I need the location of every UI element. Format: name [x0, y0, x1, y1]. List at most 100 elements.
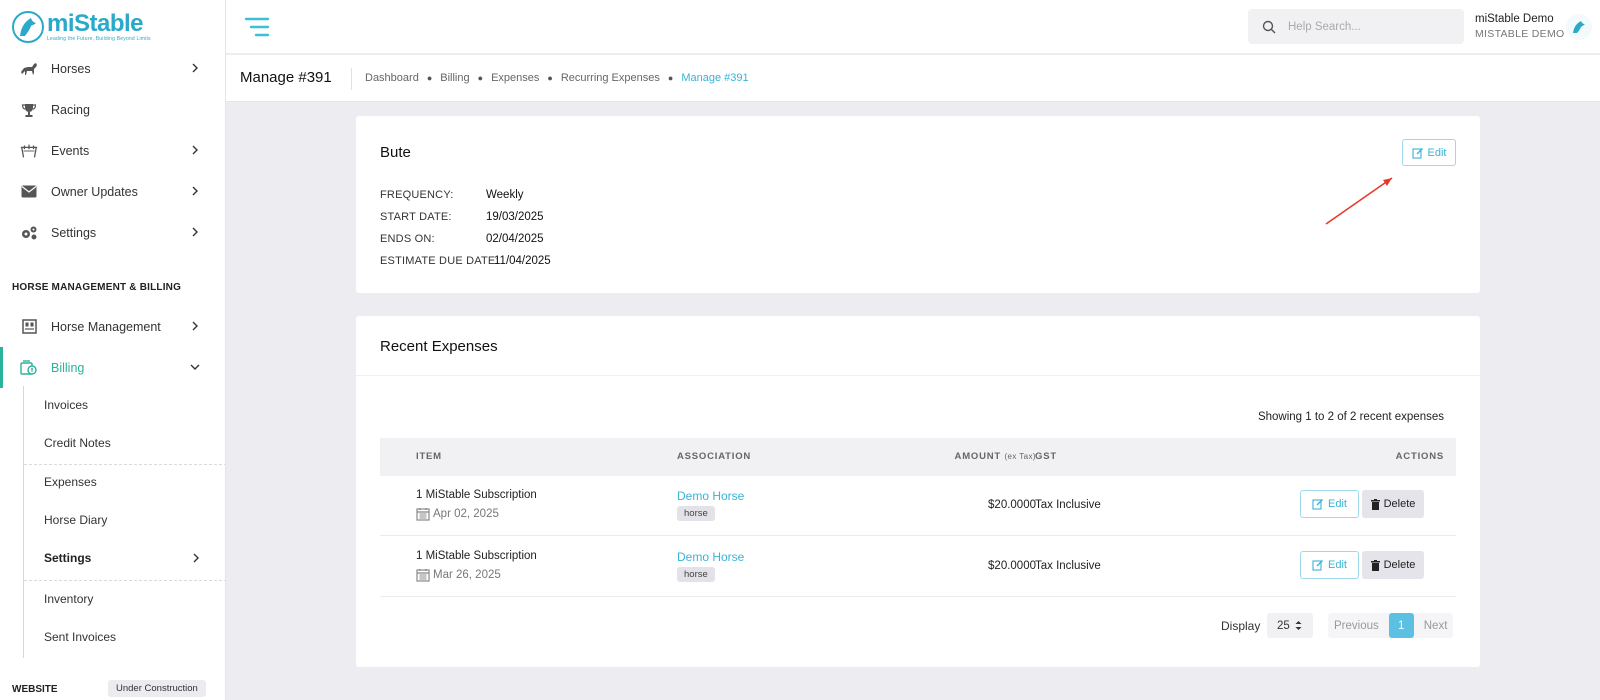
user-name[interactable]: miStable Demo [1475, 13, 1554, 25]
edit-icon [1312, 499, 1324, 510]
association-type-badge: horse [677, 567, 715, 582]
detail-frequency: FREQUENCY: Weekly [380, 189, 524, 201]
detail-label: FREQUENCY: [380, 189, 454, 201]
sidebar-item-label: Events [51, 143, 90, 158]
edit-row-button[interactable]: Edit [1300, 551, 1359, 579]
chevron-right-icon [192, 186, 198, 196]
breadcrumb-separator: ● [477, 73, 484, 83]
search-input[interactable] [1288, 20, 1448, 33]
edit-expense-button[interactable]: Edit [1402, 139, 1456, 166]
sidebar-item-events[interactable]: Events [0, 130, 225, 171]
delete-row-button[interactable]: Delete [1362, 490, 1424, 518]
sidebar-item-label: Horses [51, 61, 91, 76]
sidebar-item-settings[interactable]: Settings [0, 212, 225, 253]
association-link[interactable]: Demo Horse [677, 550, 745, 564]
horse-icon [19, 59, 39, 79]
association-link[interactable]: Demo Horse [677, 489, 745, 503]
trash-icon [1370, 559, 1380, 571]
pagination-page-current[interactable]: 1 [1388, 613, 1414, 638]
sidebar-item-label: Settings [51, 225, 97, 240]
pagination-previous[interactable]: Previous [1334, 619, 1379, 632]
edit-icon [1411, 147, 1423, 159]
recent-expenses-card: Recent Expenses Showing 1 to 2 of 2 rece… [356, 316, 1480, 667]
item-name: 1 MiStable Subscription [416, 550, 537, 562]
breadcrumb-expenses[interactable]: Expenses [491, 72, 540, 84]
sidebar-item-label: Owner Updates [51, 184, 138, 199]
page-header: Manage #391 Dashboard ● Billing ● Expens… [226, 55, 1600, 102]
gears-icon [19, 223, 39, 243]
breadcrumb-billing[interactable]: Billing [440, 72, 470, 84]
edit-label: Edit [1427, 146, 1447, 159]
detail-label: START DATE: [380, 211, 452, 223]
pagination-next[interactable]: Next [1423, 619, 1448, 632]
page-size-select[interactable]: 25 [1267, 613, 1313, 638]
breadcrumb-separator: ● [426, 73, 433, 83]
recent-expenses-title: Recent Expenses [380, 338, 498, 355]
submenu-item-credit-notes[interactable]: Credit Notes [44, 436, 111, 450]
logo[interactable]: miStable Leading the Future, Building Be… [0, 0, 225, 54]
detail-label: ENDS ON: [380, 233, 435, 245]
item-date-text: Mar 26, 2025 [433, 569, 501, 581]
detail-estimate-due-date: ESTIMATE DUE DATE: 11/04/2025 [380, 255, 551, 267]
sidebar-item-racing[interactable]: Racing [0, 89, 225, 130]
avatar[interactable] [1566, 14, 1592, 40]
topbar: miStable Demo MISTABLE DEMO [226, 0, 1600, 54]
detail-value: Weekly [486, 189, 524, 201]
gst-value: Tax Inclusive [1035, 560, 1101, 572]
horse-logo-icon [12, 11, 44, 43]
submenu-item-horse-diary[interactable]: Horse Diary [44, 513, 108, 527]
edit-label: Edit [1328, 559, 1347, 571]
breadcrumb-separator: ● [547, 73, 553, 83]
billing-submenu: Invoices Credit Notes Expenses Horse Dia… [23, 386, 225, 658]
column-item[interactable]: ITEM [416, 451, 442, 462]
item-date-text: Apr 02, 2025 [433, 508, 499, 520]
column-amount-note: (ex Tax) [1004, 452, 1036, 461]
delete-label: Delete [1383, 498, 1416, 510]
billing-icon [19, 358, 39, 378]
sidebar-item-label: Racing [51, 102, 90, 117]
calendar-icon [416, 508, 430, 521]
detail-start-date: START DATE: 19/03/2025 [380, 211, 544, 223]
breadcrumb-recurring-expenses[interactable]: Recurring Expenses [560, 72, 660, 84]
sidebar-item-horse-management[interactable]: Horse Management [0, 306, 225, 347]
submenu-item-settings[interactable]: Settings [24, 539, 225, 577]
column-amount[interactable]: AMOUNT (ex Tax) [955, 451, 1036, 462]
expense-name: Bute [380, 144, 411, 161]
brand-tagline: Leading the Future, Building Beyond Limi… [47, 36, 151, 42]
edit-row-button[interactable]: Edit [1300, 490, 1359, 518]
association-type-badge: horse [677, 506, 715, 521]
column-association[interactable]: ASSOCIATION [677, 451, 752, 462]
help-search[interactable] [1248, 9, 1464, 44]
search-icon [1262, 20, 1276, 33]
menu-toggle-icon[interactable] [244, 15, 270, 39]
sort-arrows-icon [1295, 621, 1302, 630]
item-name: 1 MiStable Subscription [416, 489, 537, 501]
sidebar: miStable Leading the Future, Building Be… [0, 0, 226, 700]
submenu-item-expenses[interactable]: Expenses [44, 475, 97, 489]
submenu-item-sent-invoices[interactable]: Sent Invoices [44, 630, 117, 644]
breadcrumb-dashboard[interactable]: Dashboard [365, 72, 419, 84]
website-section-label: WEBSITE [12, 684, 58, 695]
detail-value: 11/04/2025 [494, 255, 551, 267]
breadcrumb-current: Manage #391 [681, 72, 749, 84]
gst-value: Tax Inclusive [1035, 499, 1101, 511]
chevron-right-icon [192, 145, 198, 155]
sidebar-item-owner-updates[interactable]: Owner Updates [0, 171, 225, 212]
page-size-value: 25 [1277, 619, 1290, 632]
sidebar-item-billing[interactable]: Billing [0, 347, 225, 388]
chevron-right-icon [192, 321, 198, 331]
title-divider [351, 68, 352, 90]
submenu-item-invoices[interactable]: Invoices [44, 398, 89, 412]
page-title: Manage #391 [240, 69, 332, 86]
table-row: 1 MiStable Subscription Apr 02, 2025 Dem… [380, 476, 1456, 536]
envelope-icon [19, 182, 39, 202]
detail-value: 02/04/2025 [486, 233, 544, 245]
chevron-down-icon [190, 364, 200, 370]
delete-row-button[interactable]: Delete [1362, 551, 1424, 579]
item-date: Mar 26, 2025 [416, 568, 501, 582]
submenu-item-inventory[interactable]: Inventory [44, 592, 94, 606]
sidebar-item-horses[interactable]: Horses [0, 48, 225, 89]
edit-icon [1312, 560, 1324, 571]
calendar-icon [416, 569, 430, 582]
column-gst[interactable]: GST [1035, 451, 1057, 462]
